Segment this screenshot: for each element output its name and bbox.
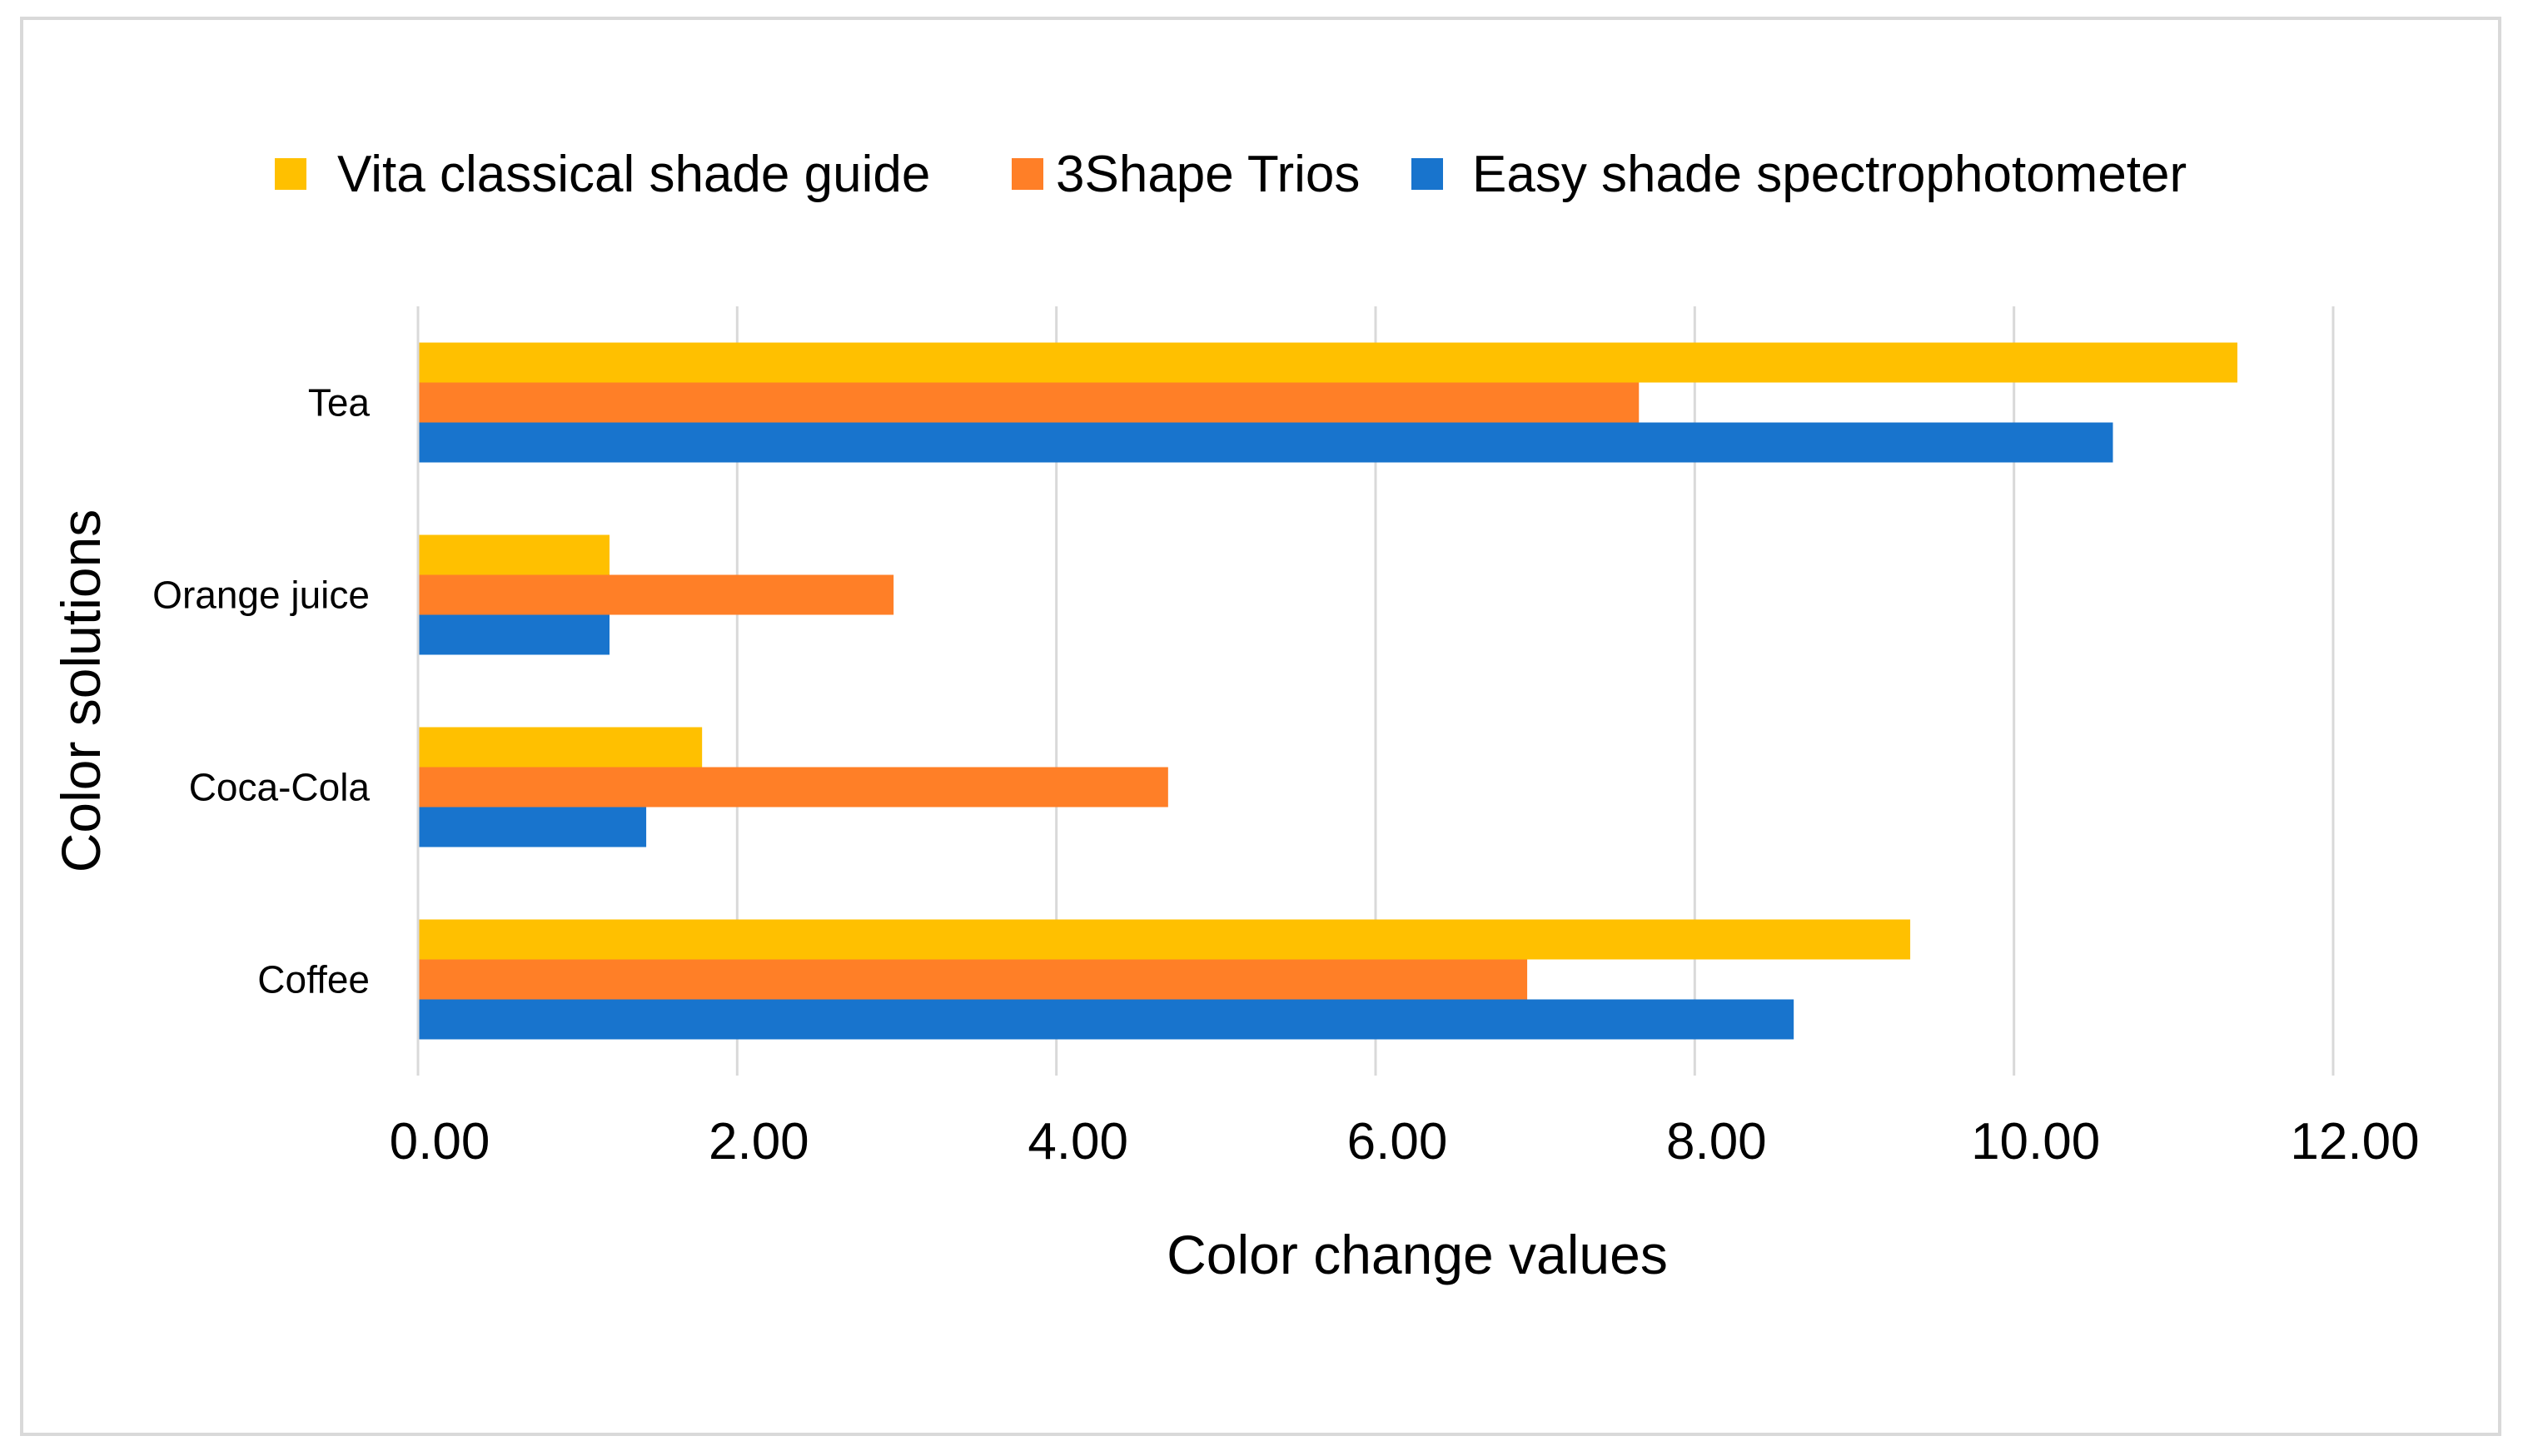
legend-swatch <box>275 158 306 190</box>
bar-easy-shade-spectrophotometer-coca-cola <box>418 807 647 847</box>
legend-swatch <box>1012 158 1043 190</box>
bar-3shape-trios-coca-cola <box>418 767 1168 808</box>
category-label: Orange juice <box>152 574 370 617</box>
bar-vita-classical-shade-guide-coffee <box>418 919 1911 960</box>
x-tick-label: 4.00 <box>1028 1113 1128 1170</box>
legend-label: Easy shade spectrophotometer <box>1472 146 2187 203</box>
bar-easy-shade-spectrophotometer-coffee <box>418 999 1794 1040</box>
bar-3shape-trios-coffee <box>418 959 1528 1000</box>
legend-label: 3Shape Trios <box>1056 146 1360 203</box>
category-label: Coca-Cola <box>189 766 371 809</box>
legend: Vita classical shade guide 3Shape Trios Ea… <box>275 146 2187 203</box>
x-tick-label: 12.00 <box>2290 1113 2419 1170</box>
x-tick-label: 6.00 <box>1347 1113 1448 1170</box>
bar-3shape-trios-orange-juice <box>418 574 894 615</box>
category-label: Tea <box>308 381 371 425</box>
legend-label: Vita classical shade guide <box>337 146 930 203</box>
x-axis-title: Color change values <box>1167 1224 1668 1285</box>
x-tick-labels: 0.00 2.00 4.00 6.00 8.00 10.00 12.00 <box>390 1113 2420 1170</box>
bar-vita-classical-shade-guide-coca-cola <box>418 727 703 768</box>
x-tick-label: 8.00 <box>1666 1113 1767 1170</box>
bars <box>418 342 2237 1040</box>
bar-vita-classical-shade-guide-orange-juice <box>418 534 610 575</box>
legend-swatch <box>1411 158 1443 190</box>
bar-easy-shade-spectrophotometer-tea <box>418 422 2113 463</box>
category-label: Coffee <box>257 958 370 1001</box>
y-axis-title: Color solutions <box>50 509 112 873</box>
chart-frame <box>20 17 2501 1436</box>
bar-vita-classical-shade-guide-tea <box>418 342 2237 383</box>
x-tick-label: 0.00 <box>390 1113 490 1170</box>
bar-3shape-trios-tea <box>418 382 1640 423</box>
bar-easy-shade-spectrophotometer-orange-juice <box>418 614 610 655</box>
x-tick-label: 10.00 <box>1971 1113 2100 1170</box>
x-tick-label: 2.00 <box>709 1113 809 1170</box>
category-labels: Coffee Coca-Cola Orange juice Tea <box>152 381 370 1001</box>
